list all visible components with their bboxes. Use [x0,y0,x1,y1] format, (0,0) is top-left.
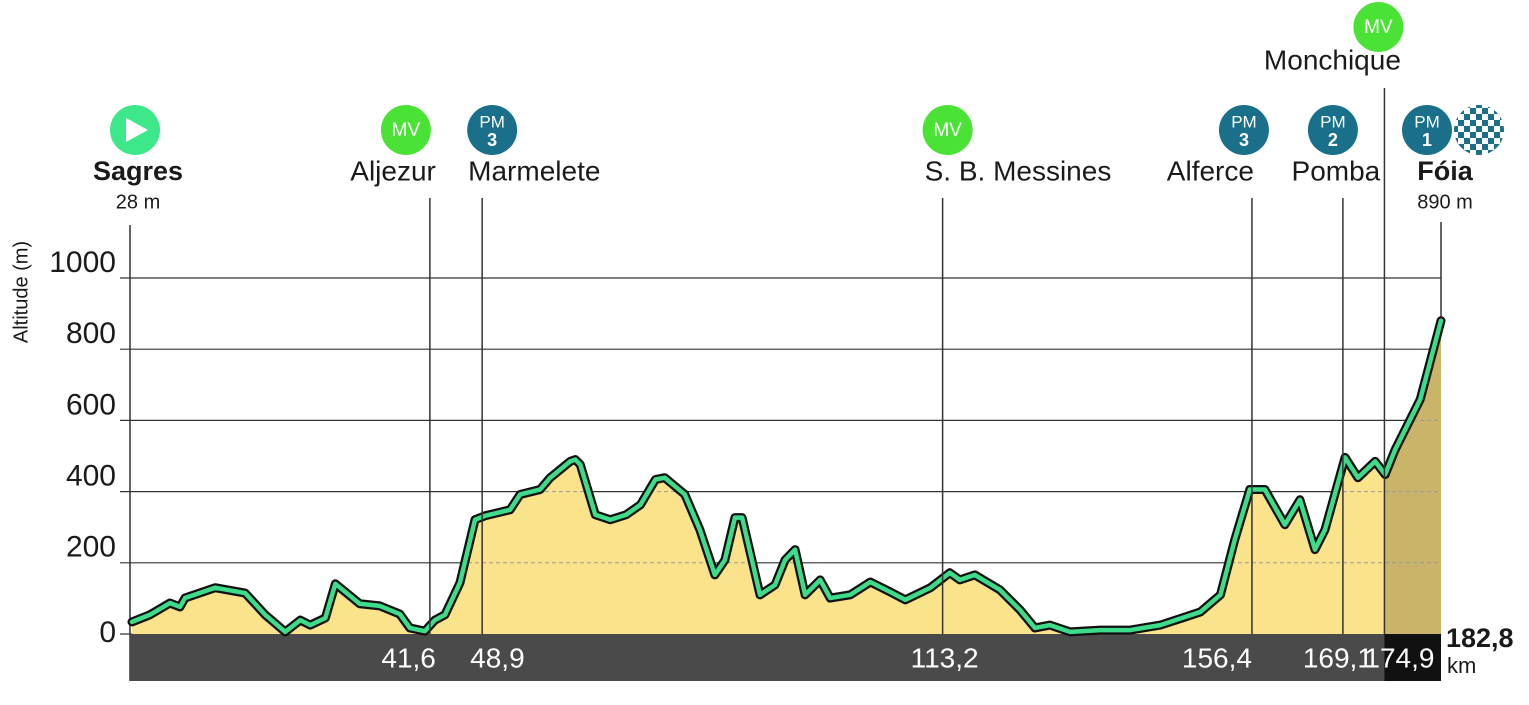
sprint-icon [1353,2,1404,52]
climb-category: 1 [1422,130,1432,150]
y-tick-label: 800 [66,317,116,350]
km-label: 174,9 [1364,642,1434,673]
elevation-label: 28 m [116,191,160,213]
km-label: 41,6 [381,642,436,673]
icon-text: PM [1414,112,1440,131]
climb-category: 3 [1239,130,1249,150]
sprint-icon [380,105,431,155]
km-unit: km [1447,653,1476,678]
km-label: 156,4 [1182,642,1252,673]
y-tick-label: 1000 [49,246,116,279]
icon-text: PM [479,112,505,131]
place-name: Marmelete [468,155,600,186]
climb-icon [1218,105,1269,155]
km-label: 48,9 [470,642,525,673]
climb-icon [1307,105,1358,155]
y-tick-label: 200 [66,531,116,564]
y-tick-label: 0 [99,616,116,649]
finish-icon [1454,105,1504,155]
place-name: S. B. Messines [925,155,1112,186]
km-label: 169,1 [1303,642,1373,673]
place-name: Pomba [1292,155,1381,186]
place-name: Sagres [93,156,183,186]
place-name: Aljezur [350,155,436,186]
distance-bar [130,634,1441,681]
climb-category: 3 [487,130,497,150]
icon-text: MV [392,120,421,141]
profile-area [132,320,1441,634]
climb-icon [467,105,518,155]
finish-bar [1384,634,1441,681]
place-name: Alferce [1167,155,1254,186]
km-label: 113,2 [911,642,979,673]
y-axis-label: Altitude (m) [10,241,32,343]
profile-line [129,318,1444,635]
place-name: Fóia [1417,156,1473,186]
icon-text: MV [933,120,962,141]
icon-text: PM [1320,112,1346,131]
total-distance: 182,8 [1446,623,1514,653]
sprint-icon [922,105,973,155]
start-triangle [126,118,148,142]
climb-icon [1402,105,1452,155]
y-tick-label: 400 [66,460,116,493]
finish-area [1384,320,1441,634]
climb-category: 2 [1328,130,1338,150]
elevation-label: 890 m [1417,191,1473,213]
icon-text: MV [1364,17,1393,38]
icon-text: PM [1231,112,1257,131]
y-tick-label: 600 [66,388,116,421]
